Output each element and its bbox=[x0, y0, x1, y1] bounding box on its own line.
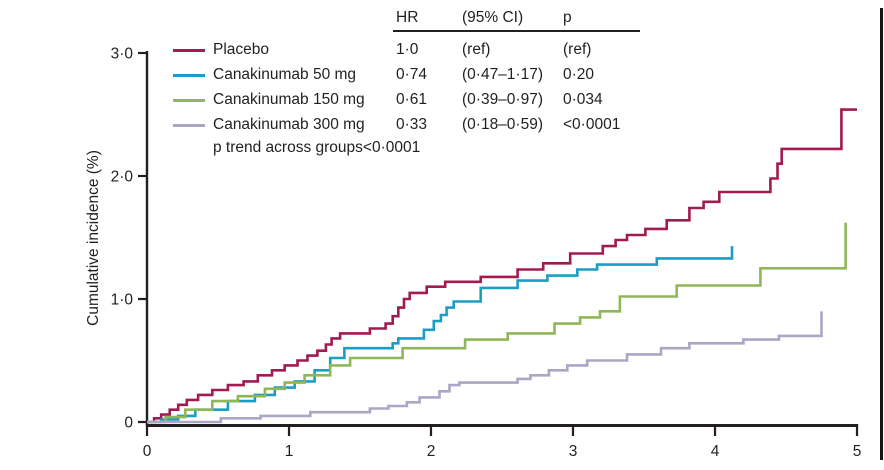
p-value-canakinumab-300: <0·0001 bbox=[563, 116, 621, 133]
y-tick-label: 1·0 bbox=[111, 292, 134, 309]
table-header-rule bbox=[393, 30, 640, 32]
x-tick-label: 4 bbox=[711, 443, 720, 460]
x-tick-label: 2 bbox=[427, 443, 436, 460]
legend-label-canakinumab-300: Canakinumab 300 mg bbox=[213, 116, 365, 133]
hr-value-placebo: 1·0 bbox=[396, 41, 419, 58]
ci-value-canakinumab-50: (0·47–1·17) bbox=[462, 66, 543, 83]
curve-placebo bbox=[147, 108, 857, 424]
x-tick-label: 3 bbox=[569, 443, 578, 460]
ci-value-canakinumab-150: (0·39–0·97) bbox=[462, 91, 543, 108]
ci-value-placebo: (ref) bbox=[462, 41, 491, 58]
legend-label-canakinumab-50: Canakinumab 50 mg bbox=[213, 66, 357, 83]
y-tick-label: 0 bbox=[124, 415, 133, 432]
legend-line-canakinumab-150 bbox=[173, 99, 205, 102]
y-tick-label: 2·0 bbox=[111, 169, 134, 186]
p-value-canakinumab-150: 0·034 bbox=[563, 91, 603, 108]
figure-crop-border bbox=[880, 8, 883, 460]
legend-label-canakinumab-150: Canakinumab 150 mg bbox=[213, 91, 365, 108]
legend-line-canakinumab-300 bbox=[173, 124, 205, 127]
hr-value-canakinumab-300: 0·33 bbox=[396, 116, 428, 133]
ci-value-canakinumab-300: (0·18–0·59) bbox=[462, 116, 543, 133]
legend-label-placebo: Placebo bbox=[213, 41, 270, 58]
table-header-ci: (95% CI) bbox=[462, 9, 524, 26]
legend-line-canakinumab-50 bbox=[173, 74, 205, 77]
x-tick-label: 5 bbox=[853, 443, 862, 460]
hr-value-canakinumab-50: 0·74 bbox=[396, 66, 428, 83]
curve-canakinumab-300-mg bbox=[147, 311, 823, 424]
y-tick-label: 3·0 bbox=[111, 46, 134, 63]
table-header-hr: HR bbox=[396, 9, 419, 26]
legend-line-placebo bbox=[173, 49, 205, 52]
p-value-placebo: (ref) bbox=[563, 41, 592, 58]
p-value-canakinumab-50: 0·20 bbox=[563, 66, 595, 83]
hr-value-canakinumab-150: 0·61 bbox=[396, 91, 428, 108]
y-axis-title: Cumulative incidence (%) bbox=[85, 150, 102, 326]
x-tick-label: 1 bbox=[285, 443, 294, 460]
x-tick-label: 0 bbox=[143, 443, 152, 460]
p-trend-note: p trend across groups<0·0001 bbox=[213, 139, 421, 156]
curve-canakinumab-150-mg bbox=[147, 222, 847, 424]
table-header-p: p bbox=[563, 9, 572, 26]
